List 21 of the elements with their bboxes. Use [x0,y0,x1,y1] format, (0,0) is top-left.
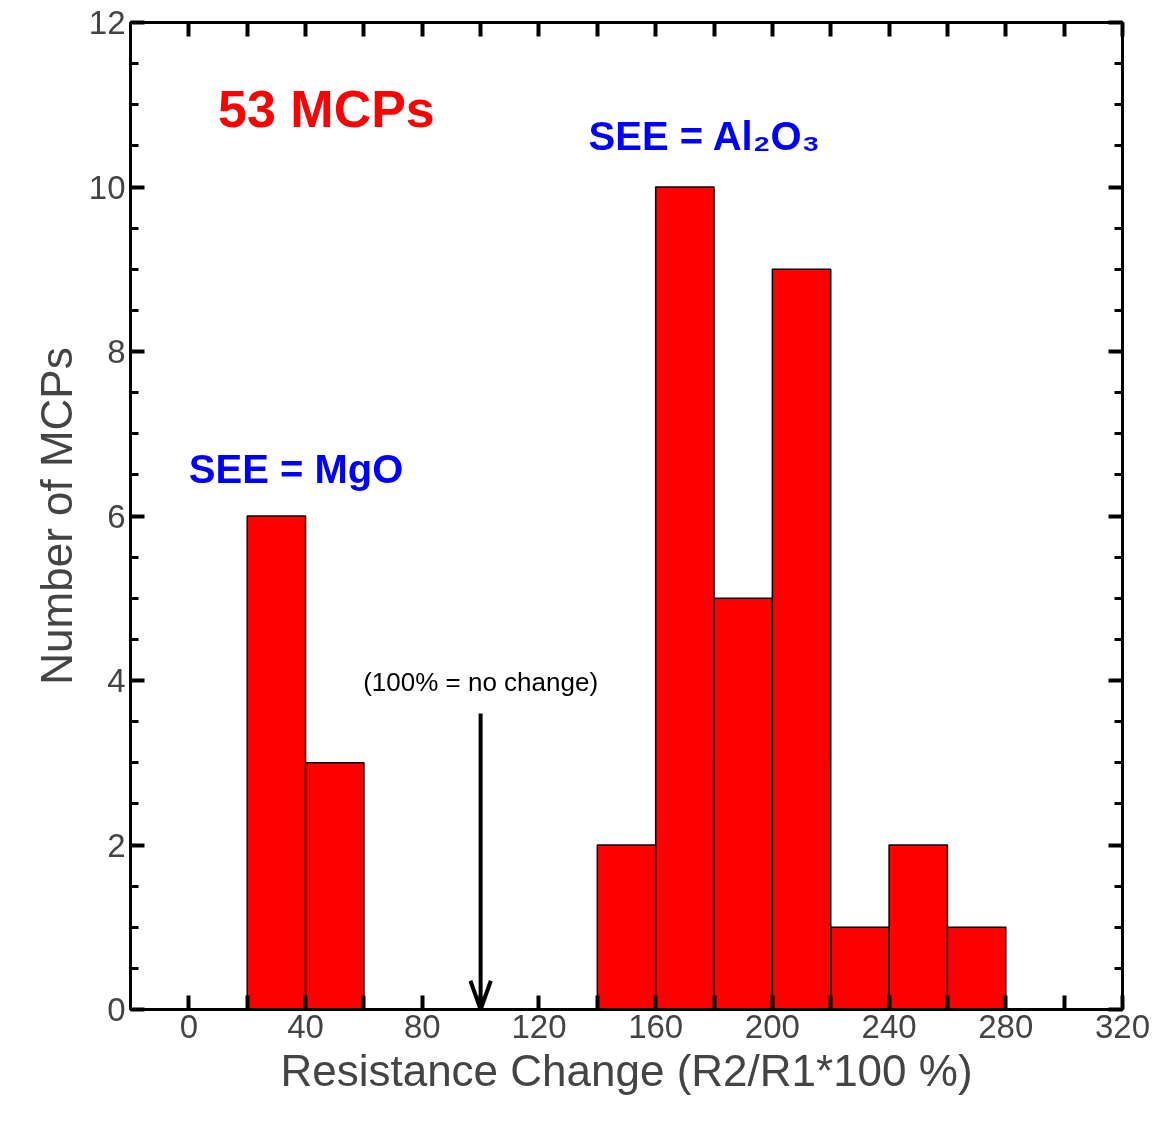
x-tick-label: 200 [744,1007,800,1045]
ref-line-label: (100% = no change) [363,666,599,697]
x-axis-title: Resistance Change (R2/R1*100 %) [280,1045,973,1095]
y-tick-label: 10 [88,168,126,206]
y-axis-title: Number of MCPs [31,347,81,685]
x-tick-label: 280 [978,1007,1034,1045]
x-tick-label: 0 [179,1007,199,1045]
x-tick-label: 320 [1094,1007,1151,1045]
x-tick-label: 160 [628,1007,684,1045]
y-tick-label: 2 [107,826,126,864]
annotation: SEE = MgO [188,447,404,492]
annotation: 53 MCPs [218,79,435,138]
x-tick-label: 80 [403,1007,441,1045]
y-tick-label: 6 [107,497,126,535]
annotation: SEE = Al₂O₃ [588,114,821,159]
x-tick-label: 120 [511,1007,567,1045]
y-tick-label: 8 [107,333,126,370]
x-tick-label: 240 [861,1007,917,1045]
x-tick-label: 40 [287,1007,324,1045]
y-tick-label: 12 [88,4,126,41]
y-tick-label: 4 [107,662,126,699]
